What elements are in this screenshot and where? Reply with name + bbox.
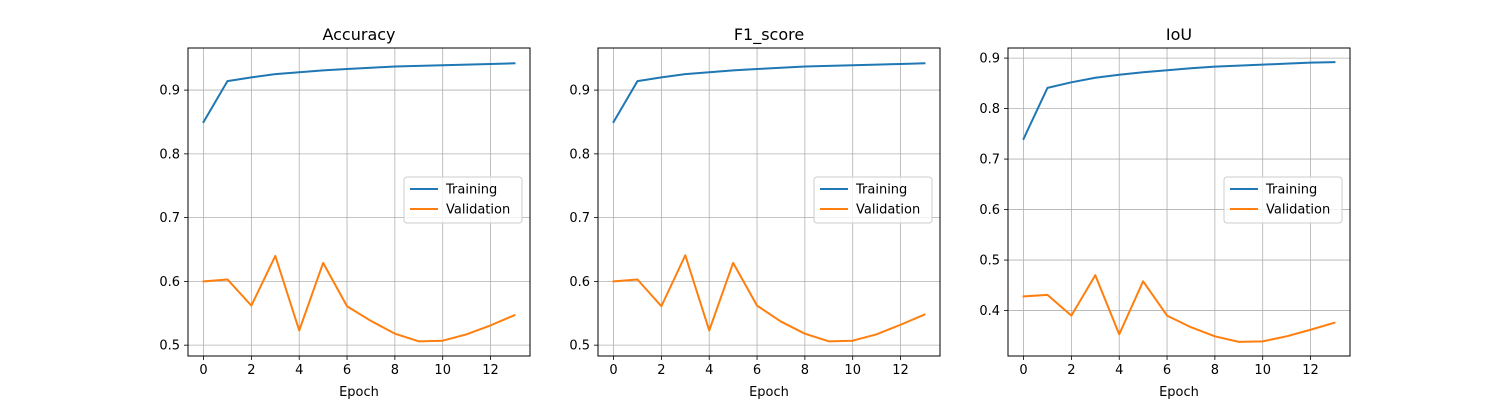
series-line-training [612, 62, 926, 124]
legend-label: Validation [446, 203, 510, 218]
y-tick-label: 0.5 [979, 254, 1000, 269]
x-tick-label: 0 [1019, 363, 1027, 378]
x-tick-label: 12 [1302, 363, 1319, 378]
legend-label: Training [855, 183, 907, 198]
x-tick-label: 0 [199, 363, 207, 378]
subplot-1: 0 2 4 6 8 10 12 0.5 0.6 0.7 0.8 0.9 Accuracy Epoch Tra… [159, 25, 531, 400]
x-tick-label: 8 [1211, 363, 1219, 378]
x-tick-label: 10 [434, 363, 451, 378]
chart-title: Accuracy [322, 25, 395, 44]
y-tick-label: 0.9 [979, 52, 1000, 67]
x-tick-label: 10 [1254, 363, 1271, 378]
y-tick-label: 0.6 [569, 275, 590, 290]
y-tick-label: 0.9 [159, 84, 180, 99]
x-tick-label: 2 [1067, 363, 1075, 378]
y-tick-label: 0.6 [979, 203, 1000, 218]
x-tick-label: 4 [705, 363, 713, 378]
x-tick-label: 4 [1115, 363, 1123, 378]
legend-label: Training [445, 183, 497, 198]
subplot-3: 0 2 4 6 8 10 12 0.4 0.5 0.6 0.7 0.8 0.9 IoU Epoch Train… [979, 25, 1351, 400]
y-tick-label: 0.5 [569, 339, 590, 354]
y-tick-label: 0.7 [159, 211, 180, 226]
y-tick-label: 0.7 [569, 211, 590, 226]
y-tick-label: 0.4 [979, 304, 1000, 319]
axes-frame [1007, 47, 1351, 357]
series-line-validation [1022, 274, 1336, 343]
x-axis-label: Epoch [1159, 385, 1199, 400]
chart-title: F1_score [734, 25, 804, 45]
x-tick-label: 6 [1163, 363, 1171, 378]
y-tick-label: 0.8 [979, 102, 1000, 117]
series-line-validation [612, 254, 926, 343]
x-tick-label: 8 [391, 363, 399, 378]
x-tick-label: 6 [753, 363, 761, 378]
series-line-training [202, 62, 516, 124]
legend: Training Validation [403, 176, 523, 224]
subplot-2: 0 2 4 6 8 10 12 0.5 0.6 0.7 0.8 0.9 F1_score Epoch Tra… [569, 25, 941, 400]
x-tick-label: 10 [844, 363, 861, 378]
grid-lines [1008, 48, 1350, 356]
grid-lines [598, 48, 940, 356]
chart-title: IoU [1166, 25, 1192, 44]
x-tick-label: 4 [295, 363, 303, 378]
y-tick-label: 0.6 [159, 275, 180, 290]
x-axis-label: Epoch [749, 385, 789, 400]
x-tick-label: 2 [657, 363, 665, 378]
legend-label: Training [1265, 183, 1317, 198]
y-tick-label: 0.5 [159, 339, 180, 354]
axes-frame [187, 47, 531, 357]
x-axis-label: Epoch [339, 385, 379, 400]
x-tick-label: 6 [343, 363, 351, 378]
legend: Training Validation [813, 176, 933, 224]
series-line-validation [202, 254, 516, 343]
series-line-training [1022, 61, 1336, 141]
y-tick-label: 0.9 [569, 84, 590, 99]
x-tick-label: 12 [892, 363, 909, 378]
y-tick-label: 0.8 [159, 147, 180, 162]
x-tick-label: 12 [482, 363, 499, 378]
x-tick-label: 2 [247, 363, 255, 378]
legend: Training Validation [1223, 176, 1343, 224]
axes-frame [597, 47, 941, 357]
legend-label: Validation [856, 203, 920, 218]
x-tick-label: 0 [609, 363, 617, 378]
y-tick-label: 0.8 [569, 147, 590, 162]
x-tick-label: 8 [801, 363, 809, 378]
y-tick-label: 0.7 [979, 153, 1000, 168]
legend-label: Validation [1266, 203, 1330, 218]
